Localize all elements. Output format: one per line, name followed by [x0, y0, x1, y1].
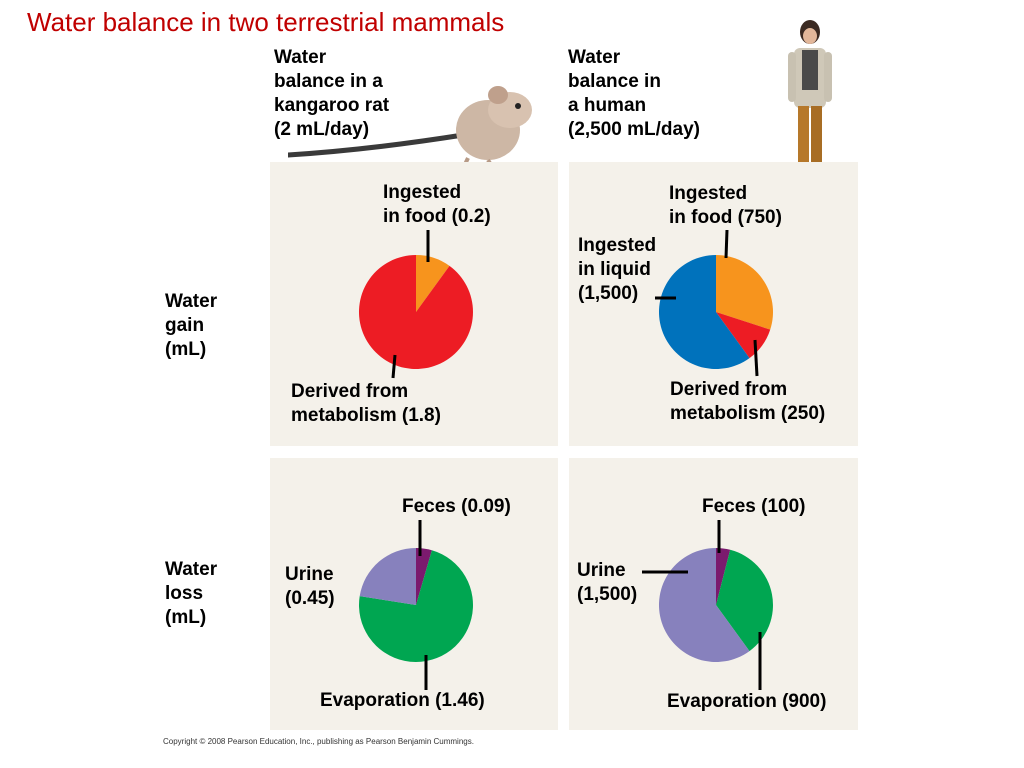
human-column-header: Water balance in a human (2,500 mL/day) [568, 47, 700, 140]
copyright-notice: Copyright © 2008 Pearson Education, Inc.… [163, 737, 474, 746]
rat-loss-urine-label: Urine (0.45) [285, 564, 335, 609]
rat-loss-evaporation-label: Evaporation (1.46) [320, 690, 485, 711]
human-loss-evaporation-label: Evaporation (900) [667, 691, 827, 712]
kangaroo-rat-illustration [288, 86, 532, 178]
human-loss-urine-label: Urine (1,500) [577, 560, 638, 605]
rat-loss-feces-label: Feces (0.09) [402, 496, 511, 517]
water-gain-row-label: Water gain (mL) [165, 291, 218, 360]
human-gain-liquid-label: Ingested in liquid (1,500) [578, 235, 657, 304]
rat-gain-metabolism-label: Derived from metabolism (1.8) [291, 381, 441, 426]
human-illustration [788, 20, 832, 202]
water-loss-row-label: Water loss (mL) [165, 559, 218, 628]
slide-title: Water balance in two terrestrial mammals [27, 7, 505, 37]
human-gain-food-label: Ingested in food (750) [669, 183, 782, 228]
human-loss-feces-label: Feces (100) [702, 496, 806, 517]
rat-column-header: Water balance in a kangaroo rat (2 mL/da… [274, 47, 390, 140]
rat-gain-food-label: Ingested in food (0.2) [383, 182, 491, 227]
human-gain-metabolism-label: Derived from metabolism (250) [670, 379, 826, 424]
